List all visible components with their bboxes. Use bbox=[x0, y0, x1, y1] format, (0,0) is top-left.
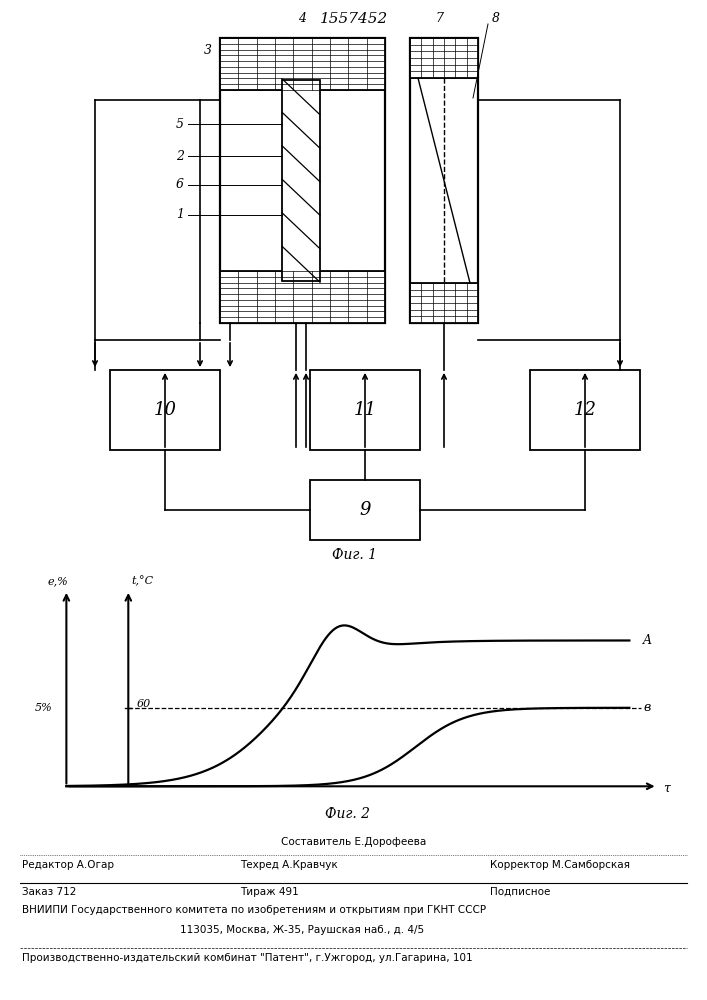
Bar bbox=[310, 480, 420, 540]
Bar bbox=[410, 38, 478, 323]
Text: 1557452: 1557452 bbox=[320, 12, 388, 26]
Text: Заказ 712: Заказ 712 bbox=[22, 887, 76, 897]
Text: 8: 8 bbox=[492, 11, 500, 24]
Bar bbox=[410, 283, 478, 323]
Bar bbox=[220, 271, 385, 323]
Bar bbox=[220, 38, 385, 323]
Bar bbox=[110, 370, 220, 450]
Text: Корректор М.Самборская: Корректор М.Самборская bbox=[490, 860, 630, 870]
Text: е,%: е,% bbox=[47, 576, 69, 586]
Text: Тираж 491: Тираж 491 bbox=[240, 887, 299, 897]
Text: 12: 12 bbox=[573, 401, 597, 419]
Text: A: A bbox=[643, 634, 653, 647]
Text: τ: τ bbox=[663, 782, 670, 795]
Bar bbox=[282, 80, 320, 281]
Text: 6: 6 bbox=[176, 178, 184, 191]
Text: t,°C: t,°C bbox=[131, 576, 153, 586]
Text: в: в bbox=[643, 701, 650, 714]
Text: 10: 10 bbox=[153, 401, 177, 419]
Text: 2: 2 bbox=[176, 150, 184, 163]
Bar bbox=[410, 38, 478, 78]
Text: 4: 4 bbox=[298, 11, 306, 24]
Text: Фиг. 1: Фиг. 1 bbox=[332, 548, 377, 562]
Text: 5%: 5% bbox=[35, 703, 52, 713]
Text: Редактор А.Огар: Редактор А.Огар bbox=[22, 860, 114, 870]
Bar bbox=[310, 370, 420, 450]
Text: Производственно-издательский комбинат "Патент", г.Ужгород, ул.Гагарина, 101: Производственно-издательский комбинат "П… bbox=[22, 953, 472, 963]
Text: 7: 7 bbox=[435, 11, 443, 24]
Text: Подписное: Подписное bbox=[490, 887, 550, 897]
Bar bbox=[220, 38, 385, 90]
Bar bbox=[530, 370, 640, 450]
Text: Составитель Е.Дорофеева: Составитель Е.Дорофеева bbox=[281, 837, 426, 847]
Text: 11: 11 bbox=[354, 401, 377, 419]
Text: Техред А.Кравчук: Техред А.Кравчук bbox=[240, 860, 338, 870]
Text: 3: 3 bbox=[204, 43, 212, 56]
Text: 9: 9 bbox=[359, 501, 370, 519]
Text: 113035, Москва, Ж-35, Раушская наб., д. 4/5: 113035, Москва, Ж-35, Раушская наб., д. … bbox=[180, 925, 424, 935]
Text: Фиг. 2: Фиг. 2 bbox=[325, 807, 370, 821]
Text: 5: 5 bbox=[176, 118, 184, 131]
Text: 60: 60 bbox=[136, 699, 151, 709]
Text: ВНИИПИ Государственного комитета по изобретениям и открытиям при ГКНТ СССР: ВНИИПИ Государственного комитета по изоб… bbox=[22, 905, 486, 915]
Text: 1: 1 bbox=[176, 208, 184, 221]
